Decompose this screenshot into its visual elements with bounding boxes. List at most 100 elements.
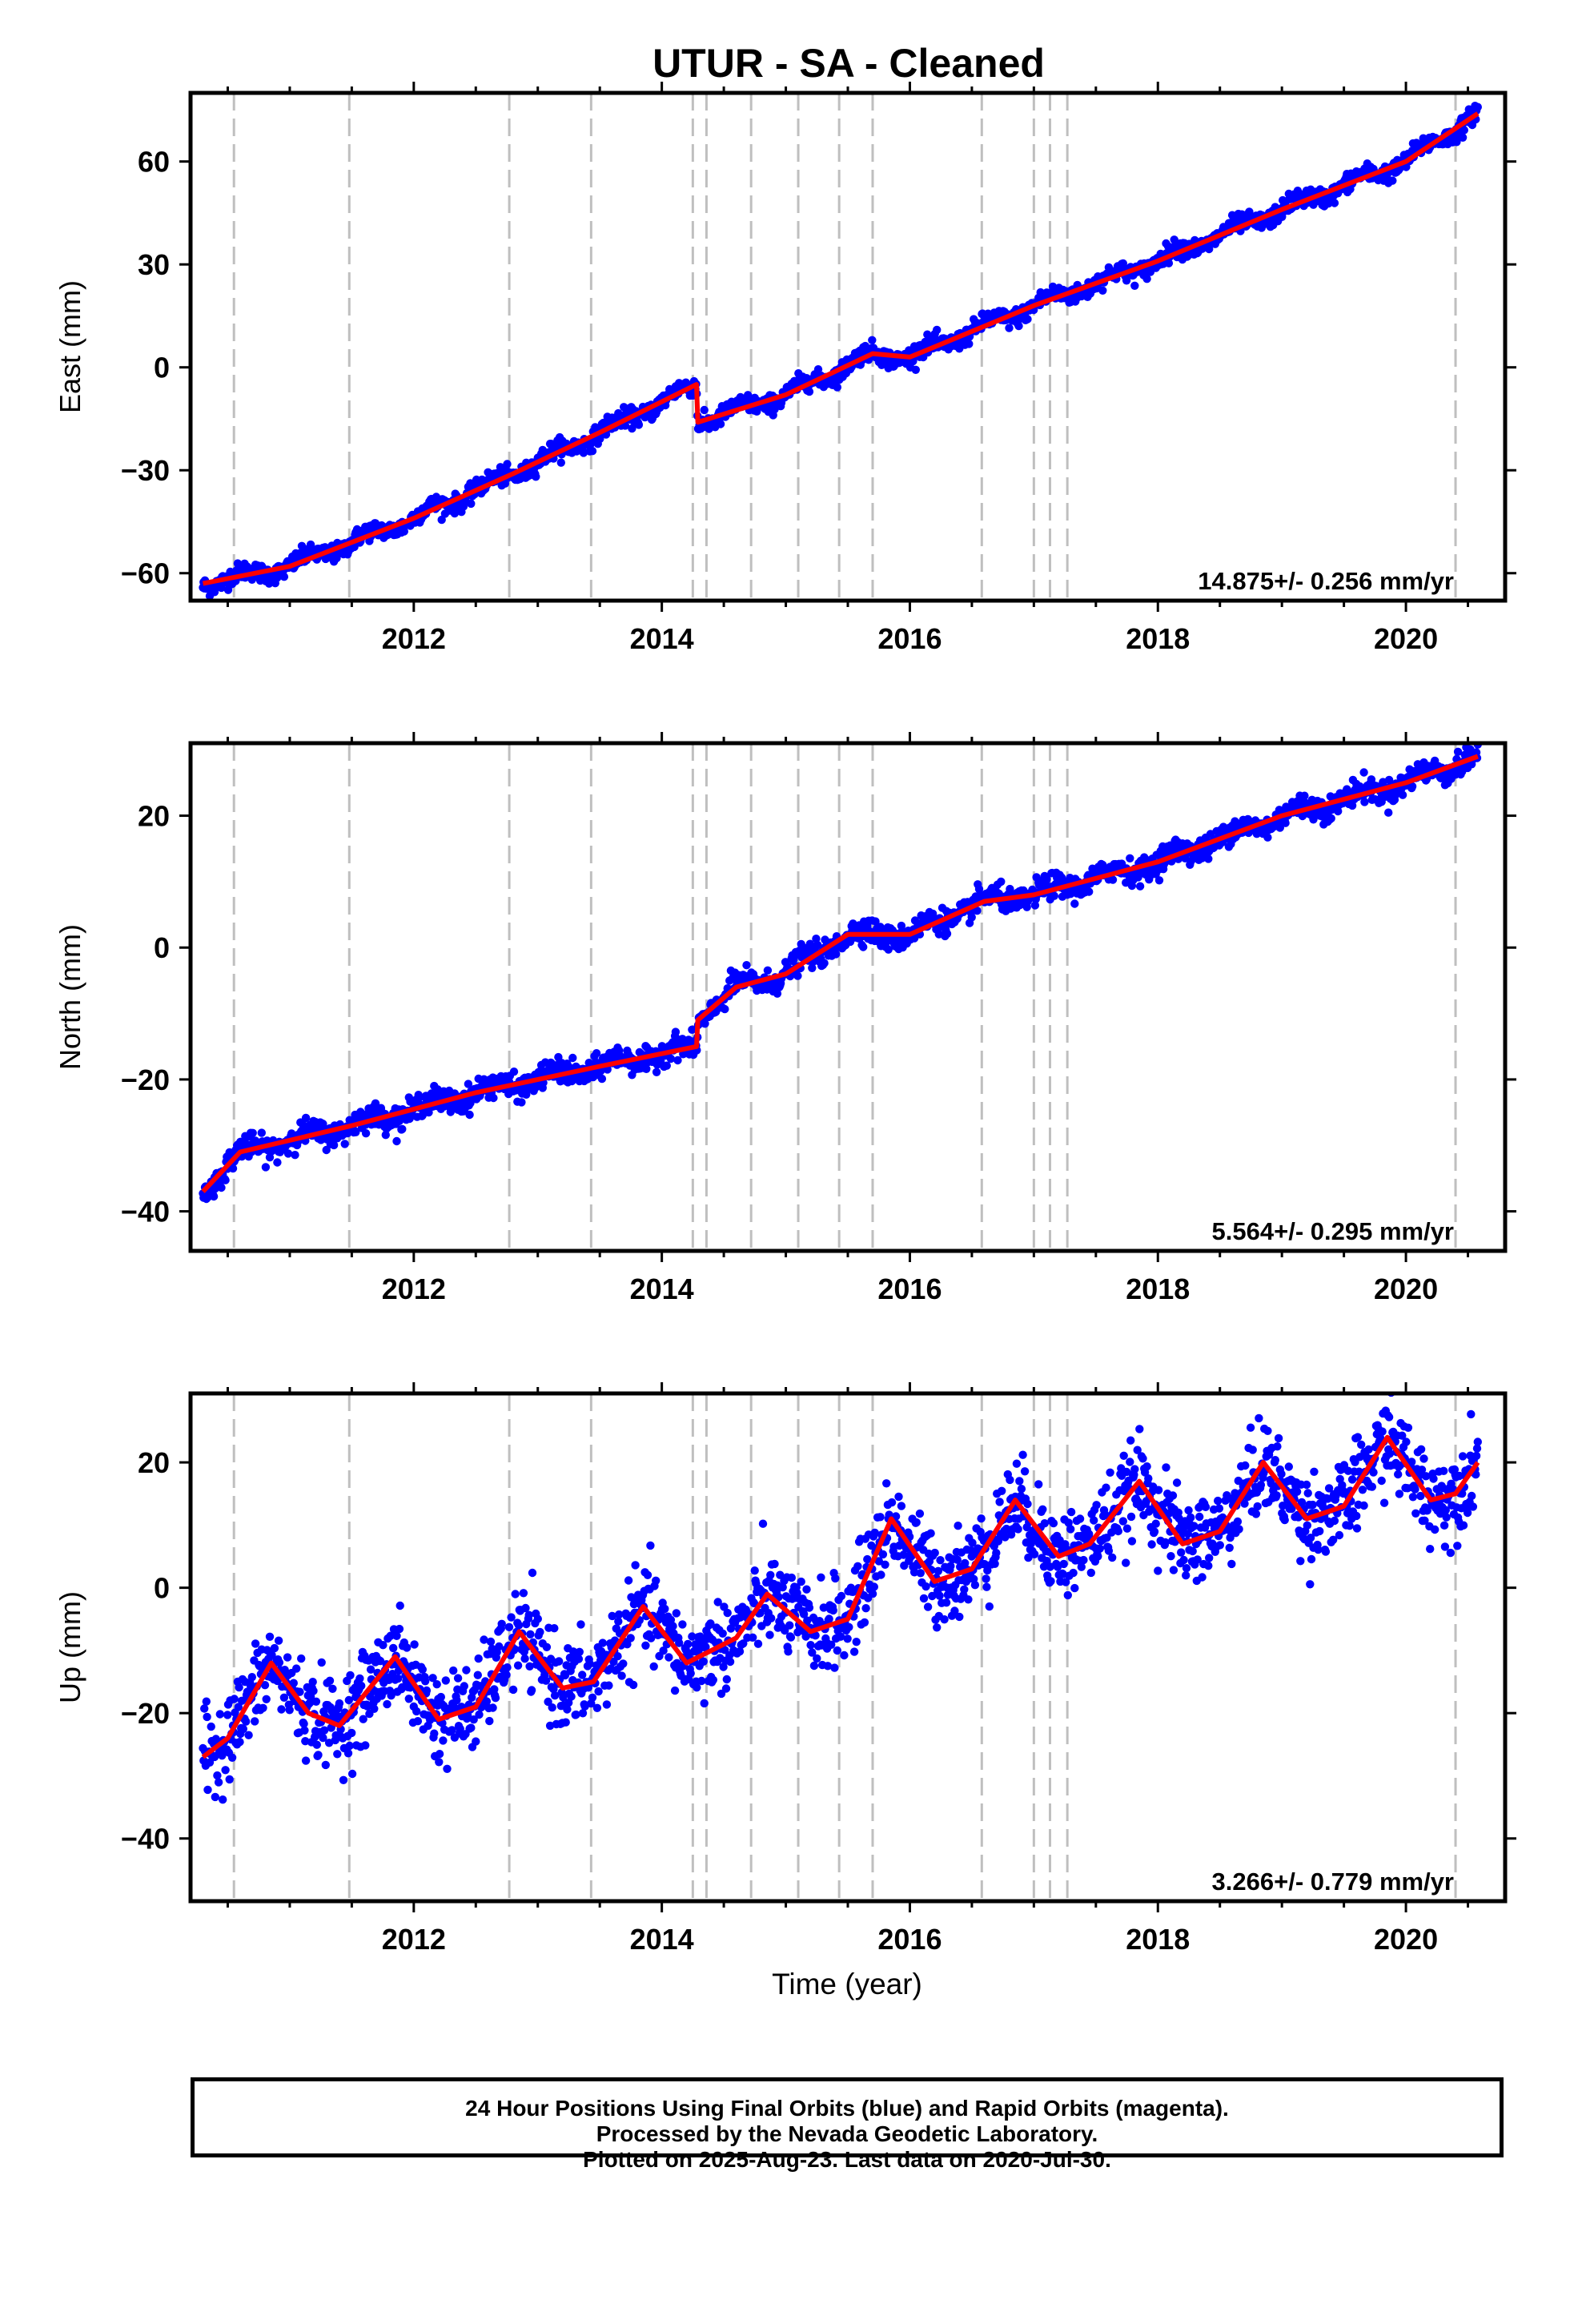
data-point xyxy=(646,1541,655,1550)
data-point xyxy=(642,1064,651,1074)
data-point xyxy=(785,1621,794,1630)
data-point xyxy=(894,1492,903,1502)
data-point xyxy=(200,1704,209,1713)
data-point xyxy=(213,1771,222,1780)
data-point xyxy=(247,1673,256,1682)
data-point xyxy=(314,1751,323,1759)
data-point xyxy=(235,1683,243,1692)
data-point xyxy=(497,1619,506,1629)
data-point xyxy=(413,1717,423,1726)
data-point xyxy=(604,1681,613,1690)
data-point xyxy=(437,515,446,525)
data-point xyxy=(669,1622,677,1630)
data-point xyxy=(1460,126,1469,135)
data-point xyxy=(721,1684,731,1693)
data-point xyxy=(1458,133,1468,142)
data-point xyxy=(813,365,823,374)
data-point xyxy=(550,1624,559,1633)
data-point xyxy=(428,1674,437,1683)
data-point xyxy=(671,1027,681,1036)
data-point xyxy=(786,1633,796,1642)
y-tick-label: 0 xyxy=(154,352,170,384)
data-point xyxy=(576,1620,585,1629)
data-point xyxy=(973,907,982,915)
data-point xyxy=(608,1611,616,1621)
data-point xyxy=(1122,276,1131,285)
data-point xyxy=(261,1163,271,1172)
data-point xyxy=(283,1149,293,1158)
data-point xyxy=(403,1643,412,1652)
data-point xyxy=(831,1574,840,1583)
data-point xyxy=(279,573,289,581)
data-point xyxy=(230,1695,239,1703)
data-point xyxy=(701,1019,709,1028)
data-point xyxy=(520,1655,529,1663)
data-point xyxy=(473,1671,482,1679)
x-tick-label: 2020 xyxy=(1374,1273,1438,1305)
data-point xyxy=(325,1676,335,1685)
data-point xyxy=(347,1769,357,1779)
data-point xyxy=(328,1684,337,1693)
data-point xyxy=(386,1631,395,1640)
data-point xyxy=(833,383,842,392)
data-point xyxy=(242,1717,251,1726)
data-point xyxy=(965,340,974,348)
data-point xyxy=(297,541,307,550)
data-point xyxy=(631,1561,640,1570)
data-point xyxy=(383,1699,391,1709)
data-point xyxy=(211,1792,219,1802)
data-point xyxy=(441,1676,450,1685)
data-point xyxy=(837,1591,846,1601)
data-point xyxy=(861,1604,870,1613)
data-point xyxy=(845,1622,853,1632)
data-point xyxy=(1042,875,1051,884)
data-point xyxy=(503,1663,512,1672)
data-point xyxy=(921,1582,930,1591)
data-point xyxy=(486,1637,496,1647)
data-point xyxy=(346,1671,355,1680)
x-tick-label: 2020 xyxy=(1374,622,1438,655)
data-point xyxy=(882,1479,891,1488)
data-point xyxy=(215,1710,224,1719)
data-point xyxy=(301,1737,310,1746)
data-point xyxy=(887,1498,897,1507)
data-point xyxy=(379,1641,387,1650)
data-point xyxy=(859,943,868,951)
data-point xyxy=(1005,324,1014,332)
data-point xyxy=(274,1636,283,1645)
data-point xyxy=(443,1764,452,1773)
data-point xyxy=(831,950,841,959)
data-point xyxy=(205,1758,215,1767)
data-point xyxy=(572,1710,580,1719)
data-point xyxy=(897,1502,906,1510)
data-point xyxy=(257,1128,266,1137)
data-point xyxy=(452,1695,461,1705)
data-point xyxy=(503,460,512,468)
data-point xyxy=(410,1640,419,1649)
data-point xyxy=(797,1577,805,1586)
data-point xyxy=(811,1631,820,1640)
data-point xyxy=(398,1124,407,1134)
y-tick-label: 60 xyxy=(138,146,170,179)
data-point xyxy=(548,1703,556,1712)
data-point xyxy=(228,1164,238,1173)
data-point xyxy=(335,1699,344,1708)
data-point xyxy=(556,458,565,467)
data-point xyxy=(823,1662,833,1671)
data-point xyxy=(598,1638,607,1647)
x-tick-label: 2014 xyxy=(630,622,694,655)
data-point xyxy=(1164,259,1174,267)
data-point xyxy=(652,1068,661,1077)
data-point xyxy=(1327,814,1335,823)
data-point xyxy=(460,1682,468,1691)
data-point xyxy=(753,1639,763,1648)
data-point xyxy=(248,1128,257,1138)
y-axis-label: North (mm) xyxy=(54,924,86,1070)
data-point xyxy=(333,1750,342,1759)
y-tick-label: −20 xyxy=(121,1063,170,1096)
data-point xyxy=(613,1652,622,1661)
data-point xyxy=(719,1663,728,1671)
data-point xyxy=(251,1639,260,1648)
data-point xyxy=(1359,768,1368,777)
